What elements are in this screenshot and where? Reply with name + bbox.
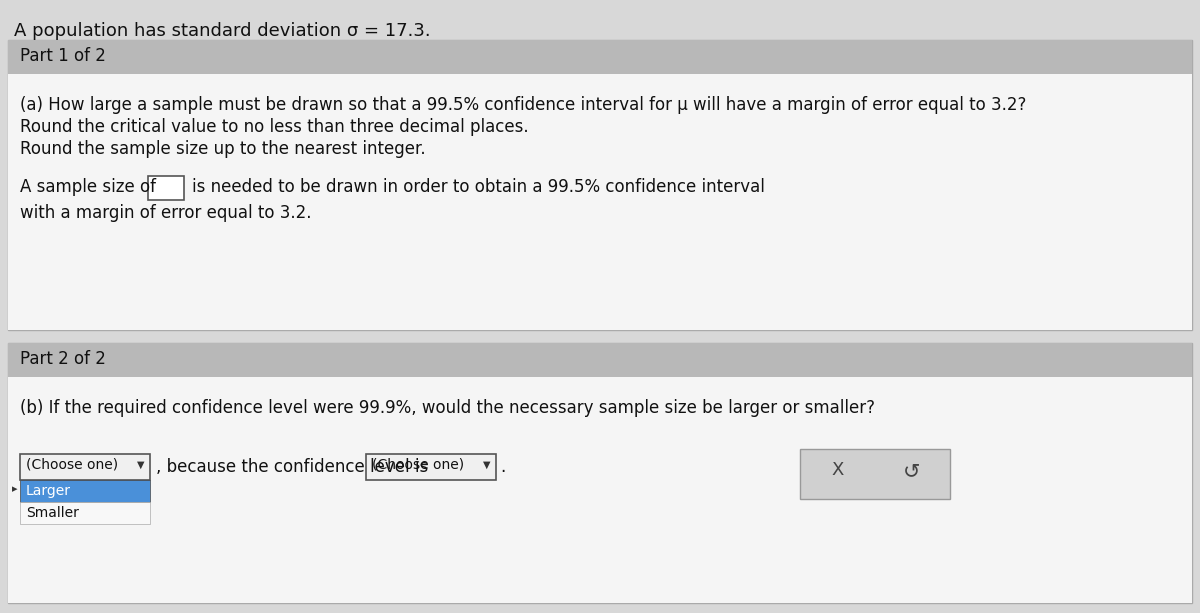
Text: Round the critical value to no less than three decimal places.: Round the critical value to no less than…	[20, 118, 529, 136]
Bar	[8, 377, 1192, 603]
Text: Larger: Larger	[26, 484, 71, 498]
Bar	[366, 454, 496, 480]
Text: ▼: ▼	[482, 460, 491, 470]
Text: A population has standard deviation σ = 17.3.: A population has standard deviation σ = …	[14, 22, 431, 40]
Text: (a) How large a sample must be drawn so that a 99.5% confidence interval for μ w: (a) How large a sample must be drawn so …	[20, 96, 1026, 114]
Text: ▼: ▼	[137, 460, 144, 470]
Bar	[20, 480, 150, 502]
Text: .: .	[500, 458, 505, 476]
Bar	[8, 343, 1192, 377]
Text: ▸: ▸	[12, 484, 18, 494]
Bar	[8, 40, 1192, 330]
Text: Round the sample size up to the nearest integer.: Round the sample size up to the nearest …	[20, 140, 426, 158]
Text: with a margin of error equal to 3.2.: with a margin of error equal to 3.2.	[20, 204, 312, 222]
Text: Smaller: Smaller	[26, 506, 79, 520]
Bar	[8, 343, 1192, 603]
Text: Part 2 of 2: Part 2 of 2	[20, 350, 106, 368]
Text: is needed to be drawn in order to obtain a 99.5% confidence interval: is needed to be drawn in order to obtain…	[192, 178, 764, 196]
Text: A sample size of: A sample size of	[20, 178, 156, 196]
Bar	[800, 449, 950, 499]
Bar	[8, 40, 1192, 74]
Bar	[8, 74, 1192, 330]
Text: (Choose one): (Choose one)	[26, 458, 118, 472]
Bar	[20, 454, 150, 480]
Text: Part 1 of 2: Part 1 of 2	[20, 47, 106, 65]
Bar	[148, 176, 184, 200]
Bar	[20, 502, 150, 524]
Text: X: X	[832, 461, 844, 479]
Text: (Choose one): (Choose one)	[372, 458, 464, 472]
Text: ↺: ↺	[904, 461, 920, 481]
Text: (b) If the required confidence level were 99.9%, would the necessary sample size: (b) If the required confidence level wer…	[20, 399, 875, 417]
Text: , because the confidence level is: , because the confidence level is	[156, 458, 428, 476]
